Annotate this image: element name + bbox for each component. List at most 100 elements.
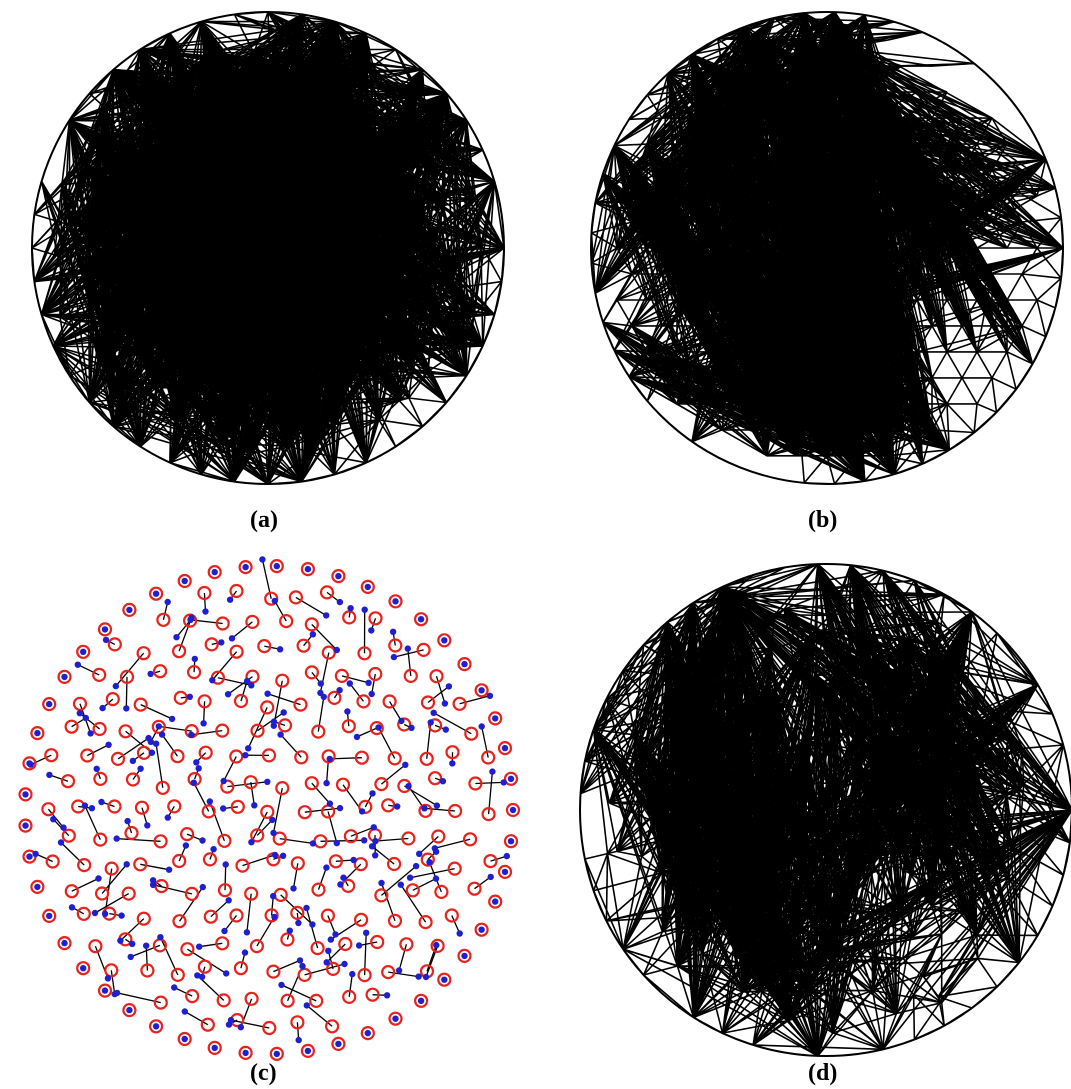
mesh-a-edge [253, 11, 269, 54]
mesh-a-edge [211, 71, 289, 447]
mesh-a-edge [408, 397, 424, 427]
mesh-a-edge [365, 93, 448, 463]
mesh-a-edge [272, 51, 313, 453]
mesh-a-edge [131, 260, 289, 447]
regular-mesh-svg [590, 11, 1064, 485]
mesh-a-edge [233, 236, 236, 482]
mesh-a-edge [59, 315, 105, 325]
mesh-a-edge [182, 159, 236, 482]
mesh-a-edge [341, 254, 367, 463]
panel-b-mesh [587, 8, 1067, 488]
mesh-a-edge [303, 129, 367, 463]
mesh-a-edge [53, 345, 106, 361]
mesh-a-edge [110, 156, 209, 422]
mesh-a-edge [189, 302, 269, 485]
mesh-a-edge [311, 21, 336, 453]
mesh-a-edge [267, 451, 313, 485]
mesh-a-edge [221, 342, 303, 482]
mesh-a-edge [253, 52, 313, 453]
mesh-a-edge [311, 211, 333, 453]
panel-a-mesh [28, 8, 508, 488]
mesh-b-edge [629, 117, 663, 121]
mesh-a-edge [311, 265, 389, 453]
mesh-a-edge [201, 20, 255, 54]
mesh-a-edge [427, 346, 465, 373]
mesh-a-edge [311, 237, 369, 453]
mesh-a-edge [473, 281, 503, 317]
mesh-a-edge [169, 194, 236, 482]
mesh-a-edge [199, 245, 289, 447]
mesh-a-edge [169, 194, 269, 485]
mesh-a-edge [233, 33, 367, 482]
mesh-a-edge [454, 165, 475, 199]
mesh-a-edge [59, 120, 71, 317]
mesh-a-edge [408, 93, 448, 399]
mesh-a-edge [344, 196, 367, 463]
mesh-a-edge [192, 401, 303, 483]
mesh-a-edge [276, 153, 313, 453]
mesh-a-edge [311, 210, 419, 453]
mesh-a-edge [52, 345, 114, 400]
mesh-a-edge [311, 177, 407, 453]
mesh-a-edge [34, 213, 70, 226]
mesh-b-edges [590, 11, 1064, 485]
mesh-a-edge [156, 97, 203, 475]
mesh-a-edge [199, 245, 269, 485]
mesh-a-edge [365, 265, 389, 463]
mesh-a-edge [311, 136, 410, 453]
mesh-a-edge [154, 83, 313, 453]
mesh-a-edge [104, 359, 208, 422]
mesh-a-edge [89, 398, 113, 404]
mesh-a-edge [40, 181, 114, 400]
mesh-b-edge [691, 17, 775, 56]
mesh-a-edge [126, 121, 158, 387]
mesh-a-edge [231, 369, 303, 483]
mesh-a-edge [234, 236, 313, 453]
mesh-a-edge [249, 90, 303, 482]
mesh-a-edge [83, 276, 114, 400]
mesh-a-edge [253, 52, 367, 463]
mesh-a-edge [407, 166, 456, 335]
mesh-a-edge [462, 181, 496, 348]
mesh-a-edge [481, 181, 496, 347]
mesh-a-edge [439, 238, 468, 376]
mesh-a-edge [300, 195, 367, 463]
mesh-a-edge [398, 93, 448, 401]
mesh-a-edge [365, 181, 496, 464]
mesh-a-edge [31, 247, 55, 256]
mesh-a-edge [175, 415, 223, 444]
mesh-a-edge [140, 347, 289, 447]
irregular-mesh-svg [31, 11, 505, 485]
mesh-a-edge [211, 71, 303, 482]
mesh-a-edge [365, 237, 369, 463]
mesh-a-edge [408, 397, 447, 404]
mesh-a-edge [69, 374, 114, 401]
mesh-a-edge [394, 337, 448, 403]
mesh-a-edge [398, 400, 424, 427]
mesh-b-edge [931, 62, 975, 67]
mesh-a-edge [104, 359, 223, 444]
mesh-a-edge [454, 149, 484, 167]
mesh-a-edge [465, 316, 475, 376]
mesh-b-edge [717, 38, 723, 67]
mesh-a-edge [260, 141, 313, 453]
mesh-a-edge [200, 442, 223, 475]
mesh-a-edge [52, 231, 115, 347]
mesh-a-edge [412, 205, 444, 364]
mesh-a-edge [245, 169, 313, 453]
mesh-a-edge [311, 451, 367, 464]
mesh-a-edge [256, 185, 313, 453]
mesh-a-edge [169, 461, 235, 483]
mesh-a-edge [154, 83, 303, 482]
mesh-a-edge [378, 181, 496, 421]
mesh-a-edge [169, 442, 223, 464]
mesh-a-edge [462, 120, 468, 348]
mesh-a-boundary-circle [31, 11, 505, 485]
mesh-a-edge [139, 49, 231, 416]
mesh-a-edge [169, 33, 303, 482]
mesh-a-edge [221, 307, 236, 482]
mesh-a-edge [154, 83, 231, 416]
mesh-a-edge [365, 313, 406, 463]
mesh-a-edge [89, 401, 302, 483]
mesh-a-edge [378, 419, 423, 428]
